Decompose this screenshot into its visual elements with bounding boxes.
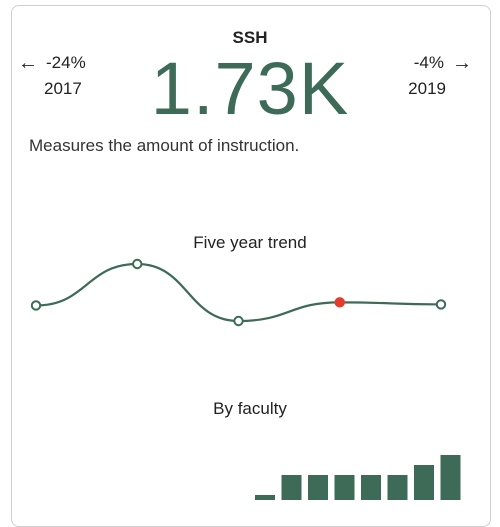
next-year: 2019: [408, 79, 446, 98]
faculty-bar[interactable]: [387, 475, 408, 500]
trend-line: [35, 262, 442, 323]
previous-year-nav[interactable]: ← -24% 2017: [18, 50, 86, 102]
faculty-bar[interactable]: [308, 475, 328, 500]
arrow-right-icon[interactable]: →: [452, 52, 472, 74]
metric-label: SSH: [232, 28, 268, 47]
trend-point[interactable]: [233, 315, 244, 327]
trend-title: Five year trend: [193, 233, 307, 252]
faculty-bar[interactable]: [414, 465, 434, 500]
trend-point[interactable]: [334, 297, 345, 308]
faculty-bar[interactable]: [255, 495, 275, 500]
metric-card: [11, 5, 491, 527]
faculty-bar[interactable]: [281, 475, 302, 500]
trend-point[interactable]: [30, 300, 42, 311]
arrow-left-icon[interactable]: ←: [18, 52, 38, 74]
faculty-bar[interactable]: [361, 475, 381, 500]
metric-value: 1.73K: [150, 47, 350, 130]
trend-point[interactable]: [435, 299, 447, 310]
next-year-nav[interactable]: -4% → 2019: [408, 50, 472, 102]
faculty-bar[interactable]: [440, 455, 461, 500]
trend-point[interactable]: [132, 258, 143, 270]
charts-canvas: [30, 258, 461, 500]
previous-change: -24%: [46, 53, 86, 72]
metric-description: Measures the amount of instruction.: [29, 136, 300, 155]
faculty-bar[interactable]: [334, 475, 355, 500]
next-change: -4%: [413, 53, 444, 72]
previous-year: 2017: [44, 79, 82, 98]
faculty-title: By faculty: [213, 399, 287, 418]
